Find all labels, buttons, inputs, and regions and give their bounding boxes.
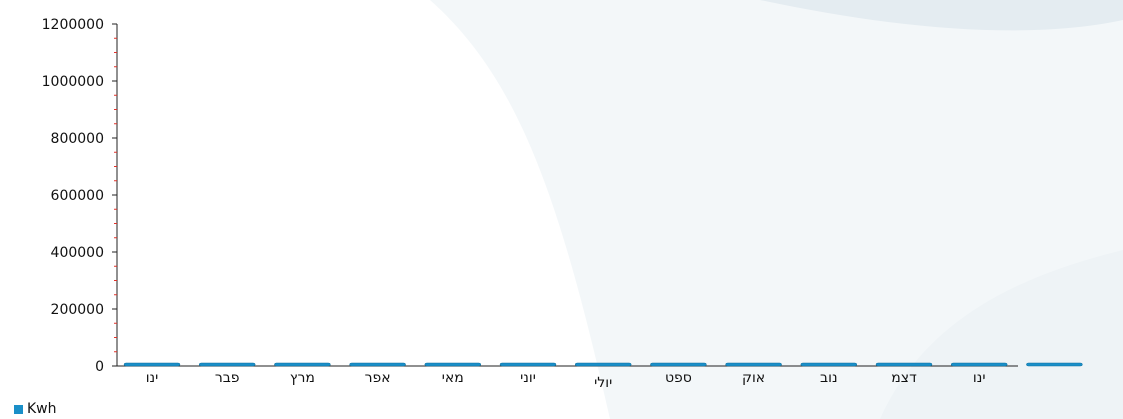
y-tick-label: 400000 (51, 245, 104, 261)
x-category-label: מאי (442, 370, 464, 386)
y-tick-label: 600000 (51, 188, 104, 204)
bar (725, 362, 782, 367)
bar (800, 362, 858, 367)
x-category-label: ינו (146, 370, 159, 386)
x-category-label: דצמ (891, 370, 917, 386)
y-tick-label: 1200000 (42, 17, 104, 33)
x-category-label: יוני (520, 370, 536, 386)
legend: Kwh (14, 402, 57, 416)
bar (499, 362, 557, 367)
y-tick-label: 1000000 (42, 74, 104, 90)
bar (650, 362, 707, 367)
bar (1026, 362, 1083, 367)
y-tick-label: 800000 (51, 131, 104, 147)
bar (123, 362, 181, 367)
bar (574, 362, 632, 367)
x-category-label: אוק (742, 370, 765, 386)
x-category-label: אפר (365, 370, 391, 386)
bar (950, 362, 1008, 367)
x-category-label: ינו (973, 370, 986, 386)
x-category-label: יולי (594, 375, 612, 391)
y-tick-label: 200000 (51, 302, 104, 318)
bar (274, 362, 331, 367)
legend-label: Kwh (27, 401, 57, 417)
bar (875, 362, 933, 367)
bar (424, 362, 482, 367)
y-tick-label: 0 (95, 359, 104, 375)
x-category-label: פבר (215, 370, 240, 386)
x-category-label: נוב (820, 370, 838, 386)
x-category-label: ספט (665, 370, 692, 386)
bar (349, 362, 406, 367)
x-category-label: מרץ (290, 370, 315, 386)
legend-swatch-icon (14, 404, 23, 414)
bar (198, 362, 256, 367)
